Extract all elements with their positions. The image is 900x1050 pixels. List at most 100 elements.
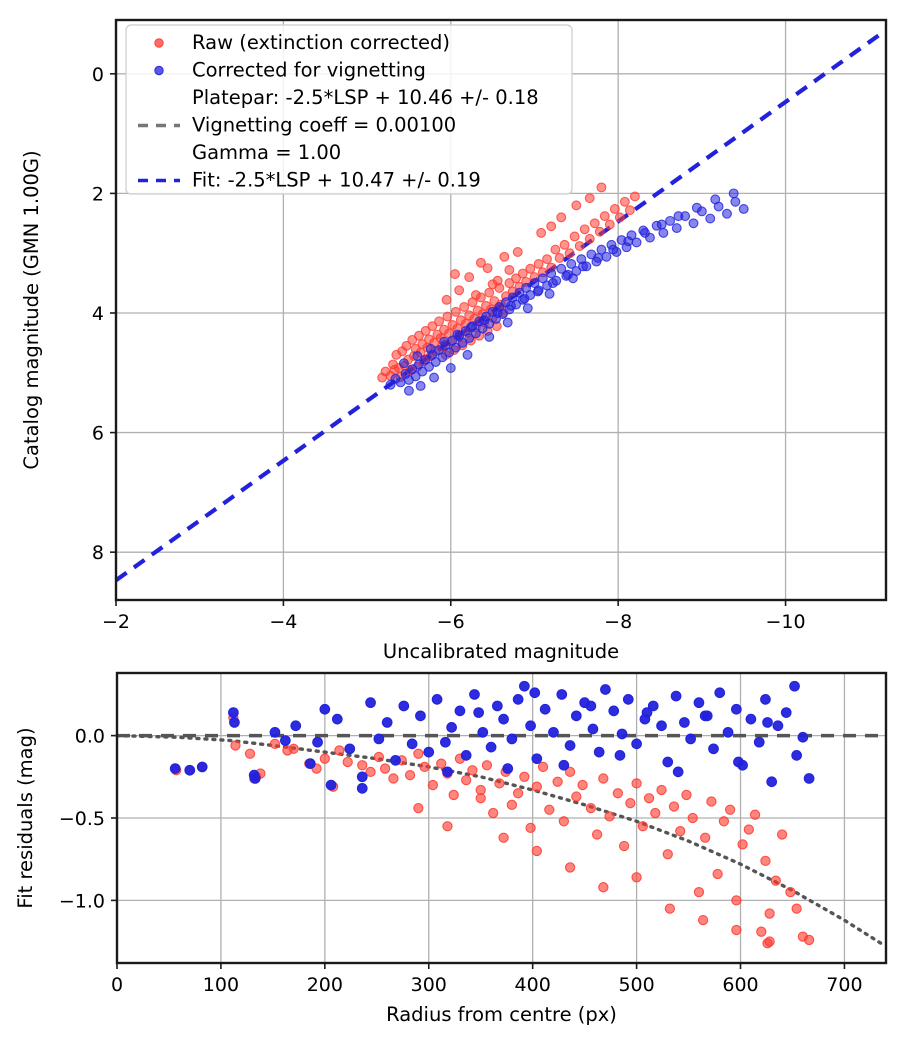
- data-point: [770, 875, 781, 886]
- legend-marker-dot: [154, 65, 164, 76]
- data-point: [506, 300, 516, 311]
- data-point: [701, 710, 713, 722]
- data-point: [344, 743, 356, 755]
- top-xtick-label: −10: [766, 611, 806, 633]
- data-point: [625, 798, 636, 809]
- data-point: [631, 738, 642, 750]
- bottom-xtick-label: 500: [618, 974, 654, 996]
- data-point: [650, 807, 661, 819]
- data-point: [731, 924, 742, 936]
- data-point: [756, 926, 767, 937]
- data-point: [604, 811, 615, 822]
- top-xtick-label: −4: [269, 611, 297, 633]
- data-point: [519, 293, 530, 304]
- data-point: [658, 227, 669, 238]
- data-point: [521, 282, 532, 293]
- data-point: [502, 317, 513, 328]
- data-point: [519, 680, 530, 692]
- data-point: [504, 278, 515, 289]
- data-point: [789, 680, 800, 692]
- top-xlabel: Uncalibrated magnitude: [383, 640, 619, 663]
- data-point: [662, 849, 673, 860]
- data-point: [571, 200, 582, 211]
- data-point: [608, 705, 620, 717]
- data-point: [398, 700, 410, 712]
- bottom-xtick-label: 100: [203, 974, 239, 996]
- data-point: [566, 259, 577, 269]
- data-point: [169, 763, 181, 774]
- data-point: [424, 361, 434, 372]
- bottom-xtick-label: 0: [111, 974, 123, 996]
- data-point: [656, 219, 667, 230]
- data-point: [420, 325, 431, 336]
- top-ytick-label: 8: [92, 542, 104, 564]
- data-point: [512, 247, 523, 257]
- data-point: [675, 826, 686, 837]
- data-point: [440, 736, 451, 748]
- data-point: [459, 302, 470, 312]
- data-point: [749, 809, 761, 820]
- legend: Raw (extinction corrected) Corrected for …: [125, 24, 573, 195]
- data-point: [498, 713, 509, 725]
- data-point: [662, 756, 674, 768]
- data-point: [373, 733, 385, 745]
- data-point: [556, 212, 567, 223]
- data-point: [531, 781, 542, 792]
- data-point: [693, 886, 705, 898]
- data-point: [598, 773, 609, 784]
- data-point: [743, 824, 754, 835]
- data-point: [445, 363, 456, 373]
- data-point: [710, 194, 721, 205]
- data-point: [559, 239, 570, 250]
- data-point: [631, 237, 642, 248]
- data-point: [491, 700, 503, 712]
- data-point: [448, 789, 459, 801]
- bottom-xtick-label: 700: [826, 974, 862, 996]
- bottom-ytick-label: −0.5: [59, 808, 105, 830]
- data-point: [564, 766, 576, 778]
- data-point: [577, 779, 588, 791]
- data-point: [467, 765, 478, 776]
- data-point: [585, 700, 597, 712]
- data-point: [536, 227, 547, 238]
- bottom-ytick-label: −1.0: [59, 890, 105, 912]
- data-point: [184, 764, 196, 776]
- legend-label: Fit: -2.5*LSP + 10.47 +/- 0.19: [192, 169, 481, 192]
- data-point: [517, 268, 528, 279]
- data-point: [482, 263, 493, 274]
- data-point: [672, 766, 684, 778]
- data-point: [612, 788, 624, 799]
- data-point: [415, 710, 426, 722]
- data-point: [512, 694, 524, 705]
- data-point: [379, 763, 391, 774]
- top-ytick-label: 4: [92, 303, 104, 325]
- data-point: [685, 733, 696, 745]
- data-point: [436, 758, 447, 769]
- data-point: [357, 760, 368, 771]
- bottom-series-corrected: [169, 680, 815, 794]
- top-panel: −2 −4 −6 −8 −10 0 2 4 6 8 Uncalibrated magnitude Ca…: [20, 18, 888, 663]
- data-point: [803, 934, 815, 946]
- data-point: [552, 776, 563, 787]
- data-point: [589, 218, 600, 229]
- data-point: [670, 690, 682, 702]
- data-point: [738, 203, 749, 214]
- data-point: [288, 743, 299, 754]
- data-point: [598, 882, 609, 893]
- top-axes-frame: [114, 18, 888, 602]
- data-point: [791, 750, 802, 761]
- data-point: [609, 203, 620, 214]
- data-point: [356, 782, 368, 794]
- data-point: [442, 821, 453, 832]
- data-point: [664, 903, 675, 914]
- data-point: [414, 330, 424, 341]
- legend-frame: [125, 24, 573, 195]
- data-point: [441, 294, 452, 305]
- data-point: [766, 776, 778, 788]
- data-point: [737, 839, 748, 850]
- data-point: [519, 771, 530, 782]
- legend-marker-dot: [154, 38, 164, 48]
- data-point: [558, 816, 570, 827]
- data-point: [319, 703, 331, 715]
